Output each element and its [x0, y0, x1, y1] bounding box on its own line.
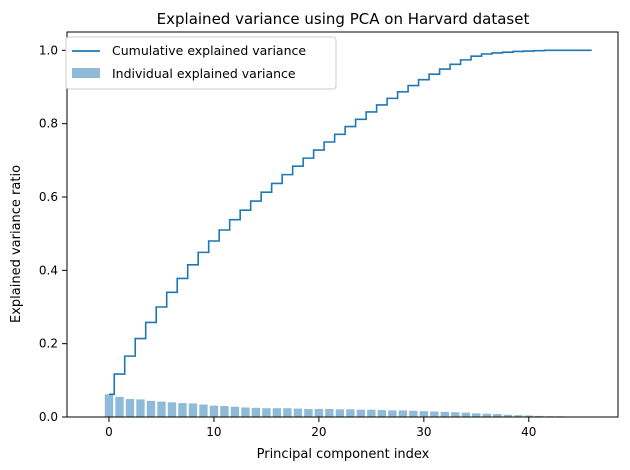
bar-individual-variance [388, 410, 397, 417]
cumulative-step-line [108, 49, 592, 396]
bar-individual-variance [157, 401, 166, 417]
bar-individual-variance [262, 408, 271, 417]
bar-individual-variance [293, 408, 303, 417]
bar-individual-variance [230, 406, 240, 417]
x-tick-label: 40 [521, 425, 536, 439]
bar-individual-variance [283, 408, 292, 417]
bar-individual-variance [451, 412, 460, 417]
bar-individual-variance [325, 408, 334, 417]
bar-individual-variance [178, 403, 187, 417]
bar-individual-variance [199, 404, 208, 417]
bar-individual-variance [209, 405, 219, 417]
x-tick-label: 20 [311, 425, 326, 439]
bar-individual-variance [314, 408, 324, 417]
x-tick-label: 0 [105, 425, 113, 439]
bar-individual-variance [125, 399, 135, 417]
bar-individual-variance [482, 413, 492, 417]
x-axis-label: Principal component index [257, 447, 430, 462]
bar-series-individual [104, 394, 586, 417]
legend-box [65, 36, 337, 90]
bar-individual-variance [136, 399, 145, 417]
bar-individual-variance [514, 415, 523, 417]
y-tick-label: 0.0 [39, 410, 58, 424]
chart-title: Explained variance using PCA on Harvard … [157, 10, 530, 28]
legend: Cumulative explained variance Individual… [65, 36, 337, 90]
bar-individual-variance [367, 409, 376, 417]
bar-individual-variance [188, 403, 198, 417]
bar-individual-variance [220, 406, 229, 417]
bar-individual-variance [346, 409, 355, 417]
bar-individual-variance [272, 408, 282, 417]
bar-individual-variance [524, 415, 533, 417]
y-tick-label: 0.4 [39, 263, 58, 277]
x-tick-label: 10 [206, 425, 221, 439]
plot-frame [66, 31, 619, 418]
legend-label-cumulative: Cumulative explained variance [112, 43, 306, 58]
bar-individual-variance [398, 410, 408, 417]
x-tick-label: 30 [416, 425, 431, 439]
x-axis: 0 10 20 30 40 [105, 417, 536, 439]
y-axis-label: Explained variance ratio [9, 165, 24, 323]
bar-individual-variance [440, 411, 450, 417]
bar-individual-variance [335, 409, 345, 417]
bar-individual-variance [377, 410, 387, 417]
legend-label-individual: Individual explained variance [112, 66, 296, 81]
bar-individual-variance [167, 402, 177, 417]
y-tick-label: 0.8 [39, 117, 58, 131]
bar-individual-variance [115, 396, 124, 417]
bar-individual-variance [146, 400, 156, 417]
legend-swatch-individual [72, 68, 100, 78]
bar-individual-variance [104, 394, 114, 417]
bar-individual-variance [430, 411, 439, 417]
bar-individual-variance [461, 412, 471, 417]
bar-individual-variance [251, 407, 261, 417]
bar-individual-variance [493, 414, 502, 417]
bar-individual-variance [419, 411, 429, 417]
bar-individual-variance [503, 414, 512, 417]
bar-individual-variance [409, 410, 418, 417]
y-tick-label: 1.0 [39, 43, 58, 57]
bar-individual-variance [304, 408, 313, 417]
bar-individual-variance [472, 413, 481, 417]
y-tick-label: 0.2 [39, 337, 58, 351]
bar-individual-variance [241, 407, 250, 417]
bar-individual-variance [356, 409, 366, 417]
bar-individual-variance [535, 415, 544, 417]
y-tick-label: 0.6 [39, 190, 58, 204]
y-axis: 0.0 0.2 0.4 0.6 0.8 1.0 [39, 43, 67, 424]
